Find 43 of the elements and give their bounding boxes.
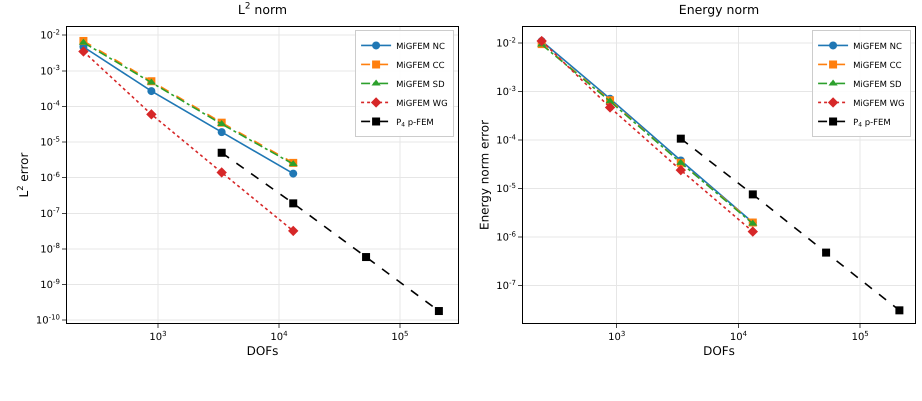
point	[147, 87, 156, 96]
x-tick-label: 10$^{3}$	[608, 330, 626, 343]
x-tick-label: 10$^{3}$	[149, 330, 167, 343]
x-tick-label: 10$^{4}$	[730, 330, 748, 343]
point	[78, 46, 89, 57]
y-tick-label: 10$^{-9}$	[40, 278, 60, 291]
y-axis-title: Energy norm error	[478, 120, 492, 230]
legend-label: MiGFEM NC	[853, 42, 902, 52]
legend-label: MiGFEM CC	[396, 60, 445, 71]
y-tick-label: 10$^{-8}$	[40, 242, 60, 256]
y-tick-label: 10$^{-4}$	[496, 133, 517, 147]
y-tick-label: 10$^{-6}$	[496, 230, 517, 244]
legend-label: P$_{4}$ p-FEM	[853, 118, 891, 129]
legend-label: MiGFEM WG	[396, 98, 448, 109]
y-tick-label: 10$^{-4}$	[40, 100, 61, 113]
point	[289, 170, 298, 178]
point	[218, 128, 226, 136]
y-tick-label: 10$^{-5}$	[40, 135, 60, 149]
chart-title: Energy norm	[678, 2, 760, 17]
point	[146, 109, 157, 120]
y-tick-label: 10$^{-2}$	[496, 36, 516, 50]
chart-title: L$^{2}$ norm	[238, 2, 288, 17]
legend-label: P$_{4}$ p-FEM	[396, 118, 434, 129]
y-tick-label: 10$^{-3}$	[496, 84, 516, 98]
y-tick-label: 10$^{-2}$	[40, 28, 60, 42]
legend-label: MiGFEM WG	[853, 98, 905, 109]
x-tick-label: 10$^{4}$	[270, 330, 288, 343]
y-tick-label: 10$^{-6}$	[40, 170, 61, 184]
y-tick-label: 10$^{-3}$	[40, 64, 60, 78]
point	[288, 226, 298, 236]
y-tick-label: 10$^{-7}$	[40, 206, 60, 220]
point	[216, 167, 227, 178]
legend-label: MiGFEM SD	[853, 80, 902, 90]
y-tick-label: 10$^{-5}$	[496, 182, 516, 196]
x-tick-label: 10$^{5}$	[852, 330, 869, 343]
legend-label: MiGFEM SD	[396, 80, 446, 90]
x-axis-title: DOFs	[703, 344, 735, 358]
x-tick-label: 10$^{5}$	[391, 330, 409, 343]
y-tick-label: 10$^{-10}$	[36, 313, 60, 327]
legend-label: MiGFEM CC	[853, 60, 902, 71]
legend-label: MiGFEM NC	[396, 42, 446, 52]
x-axis-title: DOFs	[246, 344, 278, 358]
y-tick-label: 10$^{-7}$	[496, 278, 516, 292]
